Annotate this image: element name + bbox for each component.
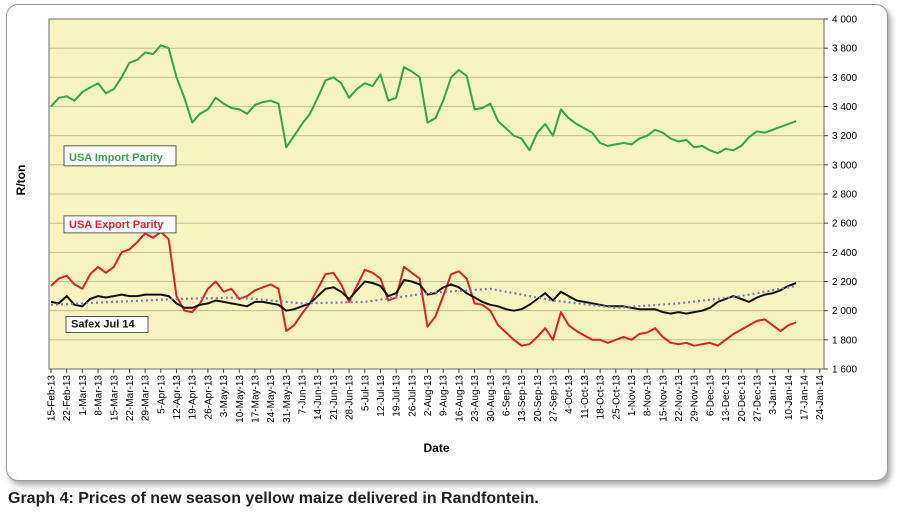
y-tick-label: 3 800: [832, 44, 857, 55]
x-tick-label: 22-Mar-13: [125, 375, 136, 422]
x-tick-label: 17-May-13: [250, 375, 261, 423]
series-line-usa-export-parity: [50, 230, 797, 347]
x-tick-label: 26-Jul-13: [407, 375, 418, 417]
series-label-text: USA Export Parity: [69, 219, 164, 231]
x-tick-label: 5-Jul-13: [360, 375, 371, 412]
x-tick-label: 24-May-13: [266, 375, 277, 423]
x-tick-label: 4-Oct-13: [564, 375, 575, 414]
series-line-usa-import-parity: [50, 44, 797, 155]
series-line-safex-jul-14: [50, 279, 797, 315]
x-tick-label: 19-Jul-13: [392, 375, 403, 417]
x-tick-label: 22-Feb-13: [62, 375, 73, 422]
x-tick-label: 9-Aug-13: [439, 375, 450, 417]
x-tick-label: 14-Jun-13: [313, 375, 324, 420]
series-label-box: [63, 215, 177, 234]
x-tick-label: 28-Jun-13: [345, 375, 356, 420]
y-tick-label: 2 200: [832, 277, 857, 288]
x-tick-label: 19-Apr-13: [188, 375, 199, 420]
y-tick-label: 1 800: [832, 335, 857, 346]
y-axis-title: R/ton: [14, 165, 28, 196]
x-tick-label: 8-Nov-13: [643, 375, 654, 417]
x-tick-label: 15-Feb-13: [47, 375, 58, 422]
x-tick-label: 6-Dec-13: [705, 375, 716, 417]
y-tick-label: 2 000: [832, 306, 857, 317]
y-tick-label: 3 600: [832, 73, 857, 84]
x-tick-label: 7-Jun-13: [298, 375, 309, 415]
series-label-text: Safex Jul 14: [71, 319, 135, 331]
x-tick-label: 26-Apr-13: [203, 375, 214, 420]
x-tick-label: 21-Jun-13: [329, 375, 340, 420]
figure-caption: Graph 4: Prices of new season yellow mai…: [8, 490, 539, 507]
x-tick-label: 25-Oct-13: [611, 375, 622, 420]
x-tick-label: 13-Dec-13: [721, 375, 732, 422]
series-label-box: [65, 316, 149, 333]
x-tick-label: 24-Jan-14: [815, 375, 826, 420]
x-tick-label: 29-Nov-13: [690, 375, 701, 422]
y-tick-labels: 1 600 1 800 2 000 2 200 2 400 2 600 2 800 3 000…: [824, 15, 857, 376]
x-axis-title: Date: [423, 441, 449, 455]
y-tick-label: 1 600: [832, 365, 857, 376]
x-tick-label: 1-Mar-13: [78, 375, 89, 416]
x-tick-label: 20-Sep-13: [533, 375, 544, 422]
x-tick-label: 5-Apr-13: [156, 375, 167, 414]
x-tick-label: 16-Aug-13: [454, 375, 465, 422]
x-tick-label: 27-Sep-13: [549, 375, 560, 422]
x-tick-label: 10-May-13: [235, 375, 246, 423]
y-tick-label: 2 400: [832, 248, 857, 259]
y-tick-label: 4 000: [832, 15, 857, 26]
x-tick-label: 18-Oct-13: [596, 375, 607, 420]
x-tick-label: 23-Aug-13: [470, 375, 481, 422]
x-tick-label: 10-Jan-14: [784, 375, 795, 420]
x-tick-label: 12-Apr-13: [172, 375, 183, 420]
y-tick-label: 2 600: [832, 219, 857, 230]
series-label-usa-export-parity: USA Export Parity: [63, 215, 177, 234]
x-tick-label: 31-May-13: [282, 375, 293, 423]
series-layer: [50, 44, 797, 347]
x-tick-label: 17-Jan-14: [800, 375, 811, 420]
x-tick-label: 8-Mar-13: [94, 375, 105, 416]
series-label-usa-import-parity: USA Import Parity: [63, 145, 177, 167]
series-label-text: USA Import Parity: [69, 152, 164, 164]
y-tick-label: 3 000: [832, 160, 857, 171]
x-tick-label: 6-Sep-13: [501, 375, 512, 417]
x-tick-label: 11-Oct-13: [580, 375, 591, 419]
x-tick-label: 3-May-13: [219, 375, 230, 418]
x-tick-labels: 15-Feb-13 22-Feb-13 1-Mar-13 8-Mar-13 15-Mar…: [47, 369, 826, 423]
series-labels: USA Import Parity USA Export Parity Safex …: [63, 145, 177, 333]
trend-line: [50, 284, 797, 309]
x-tick-label: 2-Aug-13: [423, 375, 434, 417]
x-tick-label: 30-Aug-13: [486, 375, 497, 422]
x-tick-label: 15-Nov-13: [658, 375, 669, 422]
x-tick-label: 13-Sep-13: [517, 375, 528, 422]
x-tick-label: 15-Mar-13: [109, 375, 120, 422]
series-label-safex-jul-14: Safex Jul 14: [65, 316, 149, 333]
grid-lines: [49, 18, 824, 370]
y-tick-label: 3 200: [832, 131, 857, 142]
y-tick-label: 2 800: [832, 190, 857, 201]
x-tick-label: 12-Jul-13: [376, 375, 387, 417]
x-tick-label: 27-Dec-13: [752, 375, 763, 422]
x-tick-label: 1-Nov-13: [627, 375, 638, 417]
series-label-box: [63, 145, 177, 167]
x-tick-label: 22-Nov-13: [674, 375, 685, 422]
x-tick-label: 20-Dec-13: [737, 375, 748, 422]
chart-frame: 1 600 1 800 2 000 2 200 2 400 2 600 2 800 3 000…: [6, 4, 888, 481]
line-chart: 1 600 1 800 2 000 2 200 2 400 2 600 2 800 3 000…: [14, 15, 857, 456]
x-tick-label: 29-Mar-13: [141, 375, 152, 422]
y-tick-label: 3 400: [832, 102, 857, 113]
x-tick-label: 3-Jan-14: [768, 375, 779, 415]
